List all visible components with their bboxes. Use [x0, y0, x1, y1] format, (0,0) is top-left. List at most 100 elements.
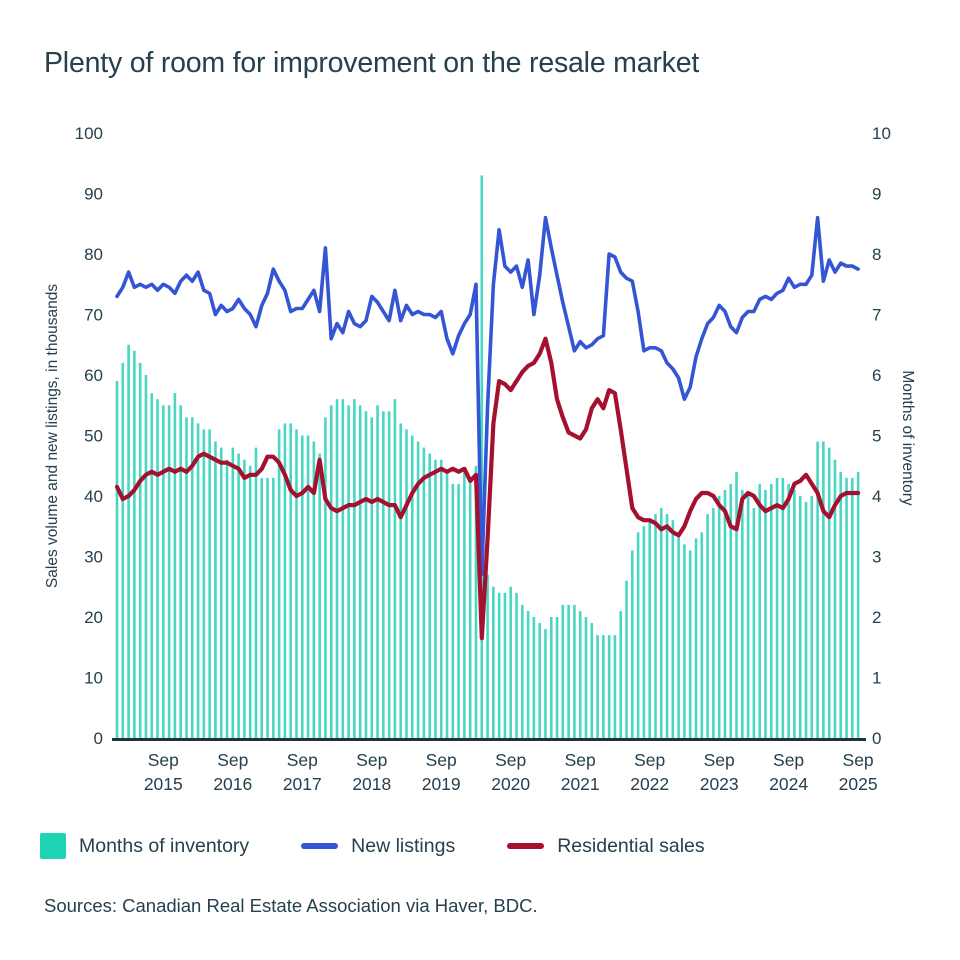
inventory-bar — [295, 429, 298, 738]
x-axis-tick-month: Sep — [148, 750, 179, 770]
inventory-bar — [162, 405, 165, 739]
new-listings-line — [115, 215, 860, 577]
inventory-bar — [578, 611, 582, 738]
inventory-bar — [219, 447, 223, 738]
left-axis-tick-label: 40 — [84, 487, 103, 506]
left-axis-tick-label: 0 — [94, 729, 103, 748]
inventory-bar — [723, 490, 727, 738]
chart-legend: Months of inventory New listings Residenti… — [40, 833, 705, 859]
inventory-bar — [434, 459, 437, 738]
inventory-bar — [851, 477, 854, 738]
inventory-bar — [509, 586, 513, 739]
right-axis-tick-label: 9 — [872, 185, 881, 204]
right-axis-tick-label: 5 — [872, 427, 881, 446]
left-axis-tick-label: 90 — [84, 185, 103, 204]
inventory-bar — [173, 393, 177, 738]
x-axis-tick-month: Sep — [634, 750, 665, 770]
inventory-bar — [648, 520, 651, 738]
legend-square-swatch — [40, 833, 66, 859]
inventory-bar — [144, 375, 148, 738]
right-axis-tick-label: 7 — [872, 306, 881, 325]
inventory-bar — [659, 508, 663, 738]
inventory-bar — [636, 532, 640, 738]
inventory-bar — [324, 417, 327, 738]
inventory-bar — [526, 611, 530, 738]
left-axis-tick-label: 60 — [84, 366, 103, 385]
legend-line-swatch — [301, 843, 339, 849]
inventory-bar — [231, 447, 235, 738]
inventory-bar — [619, 611, 623, 738]
inventory-bar — [717, 496, 721, 738]
inventory-bar — [607, 635, 611, 738]
inventory-bar — [602, 635, 605, 738]
inventory-bar — [243, 459, 246, 738]
right-axis-tick-label: 0 — [872, 729, 881, 748]
x-axis-tick-year: 2023 — [700, 774, 739, 794]
inventory-bar — [185, 417, 188, 738]
right-axis-tick-label: 10 — [872, 124, 891, 143]
x-axis-tick-month: Sep — [495, 750, 526, 770]
inventory-bar — [775, 477, 779, 738]
inventory-bar — [590, 623, 594, 738]
inventory-bar — [410, 435, 414, 738]
inventory-bar — [700, 532, 704, 738]
legend-item-new-listings: New listings — [301, 835, 455, 858]
left-axis-tick-label: 20 — [84, 608, 103, 627]
x-axis-tick-month: Sep — [217, 750, 248, 770]
inventory-bar — [457, 483, 460, 738]
inventory-bar — [393, 399, 397, 738]
inventory-bar — [179, 405, 182, 739]
inventory-bar — [532, 617, 536, 738]
inventory-bar — [190, 417, 194, 738]
inventory-bar — [798, 496, 802, 738]
x-axis-tick-year: 2021 — [561, 774, 600, 794]
inventory-bar — [822, 441, 825, 738]
inventory-bar — [306, 435, 310, 738]
inventory-bar — [428, 453, 431, 738]
inventory-bar — [769, 483, 773, 738]
inventory-bar — [827, 447, 831, 738]
inventory-bar — [567, 604, 570, 738]
inventory-bar — [712, 508, 715, 738]
legend-item-residential-sales: Residential sales — [507, 835, 705, 858]
inventory-bar — [214, 441, 217, 738]
inventory-bar — [405, 429, 408, 738]
x-axis-tick-year: 2018 — [352, 774, 391, 794]
right-axis-tick-label: 3 — [872, 548, 881, 567]
inventory-bar — [764, 490, 767, 738]
inventory-bar — [596, 635, 599, 738]
inventory-bar — [370, 417, 374, 738]
inventory-bar — [521, 604, 524, 738]
left-axis-tick-label: 30 — [84, 548, 103, 567]
inventory-bar — [549, 617, 553, 738]
inventory-bar — [741, 490, 744, 738]
inventory-bar — [127, 344, 130, 739]
right-axis-title: Months of inventory — [899, 370, 916, 506]
legend-line-swatch — [507, 843, 545, 849]
left-axis-tick-label: 80 — [84, 245, 103, 264]
inventory-bar — [515, 592, 518, 738]
legend-label: New listings — [351, 834, 456, 857]
inventory-bar — [694, 538, 698, 738]
inventory-bar — [364, 411, 368, 738]
inventory-bar — [196, 423, 200, 738]
x-axis-tick-year: 2017 — [283, 774, 322, 794]
inventory-bar — [816, 441, 819, 738]
inventory-bar — [289, 423, 292, 738]
inventory-bar — [833, 459, 837, 738]
inventory-bar — [613, 635, 617, 738]
source-note: Sources: Canadian Real Estate Associatio… — [44, 895, 538, 916]
inventory-bar — [677, 532, 680, 738]
inventory-bar — [376, 405, 379, 739]
inventory-bar — [781, 477, 785, 738]
x-axis-tick-year: 2025 — [839, 774, 878, 794]
inventory-bar — [202, 429, 206, 738]
left-axis-tick-label: 10 — [84, 669, 103, 688]
inventory-bar — [746, 496, 750, 738]
left-axis-tick-label: 100 — [75, 124, 103, 143]
x-axis-tick-month: Sep — [565, 750, 596, 770]
inventory-bar — [115, 381, 119, 738]
inventory-bar — [492, 586, 495, 739]
inventory-bar — [735, 471, 738, 738]
